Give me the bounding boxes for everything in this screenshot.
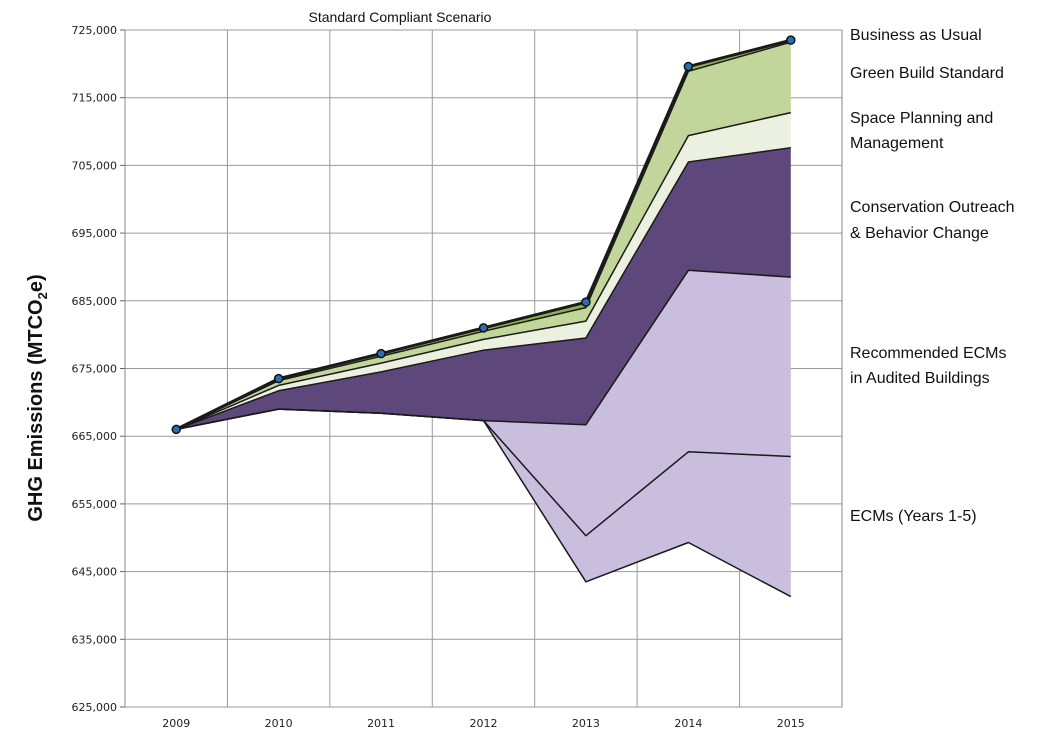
x-tick-label: 2015 [777,717,805,730]
y-tick-label: 725,000 [72,24,118,37]
y-tick-label: 705,000 [72,159,118,172]
legend-label: in Audited Buildings [850,370,990,387]
y-tick-label: 675,000 [72,363,118,376]
legend-label: Conservation Outreach [850,199,1015,216]
x-tick-label: 2009 [162,717,190,730]
data-point [581,297,591,307]
y-tick-label: 635,000 [72,633,118,646]
area-band [176,42,791,430]
series-line [175,147,791,431]
x-tick-label: 2011 [367,717,395,730]
y-axis-label-main: GHG Emissions (MTCO [25,299,47,521]
area-band [176,112,791,430]
data-point [786,35,796,45]
area-band [176,409,791,597]
x-tick-label: 2010 [265,717,293,730]
data-point [273,373,284,384]
x-tick-label: 2012 [470,717,498,730]
data-point [478,323,489,333]
y-tick-label: 665,000 [72,430,118,443]
legend-label: Management [850,135,944,152]
legend-label: & Behavior Change [850,225,989,242]
y-tick-label: 625,000 [72,701,118,714]
legend-label: Space Planning and [850,110,993,127]
data-point [171,424,181,435]
y-tick-label: 655,000 [72,498,118,511]
chart-title: Standard Compliant Scenario [309,9,492,25]
series-line [176,408,792,598]
legend-label: Green Build Standard [850,65,1004,82]
y-tick-label: 645,000 [72,566,118,579]
x-tick-label: 2013 [572,717,600,730]
legend-label: ECMs (Years 1-5) [850,508,977,525]
y-tick-label: 715,000 [72,92,118,105]
legend-label: Business as Usual [850,27,982,44]
area-band [176,270,791,536]
line-layer [171,35,796,598]
area-band [176,147,791,430]
series-line [175,111,791,431]
y-tick-label: 695,000 [72,227,118,240]
y-axis-label-subscript: 2 [35,292,50,299]
y-tick-label: 685,000 [72,295,118,308]
y-axis-label-end: e) [25,274,47,292]
data-point [376,348,386,359]
area-layer [176,40,791,597]
legend: Business as Usual Green Build Standard Spa… [850,27,1015,525]
axes: Standard Compliant Scenario GHG Emission… [25,9,492,522]
data-point [683,61,694,72]
y-axis-label: GHG Emissions (MTCO2e) [25,274,50,521]
legend-label: Recommended ECMs [850,345,1007,362]
x-tick-label: 2014 [674,717,702,730]
